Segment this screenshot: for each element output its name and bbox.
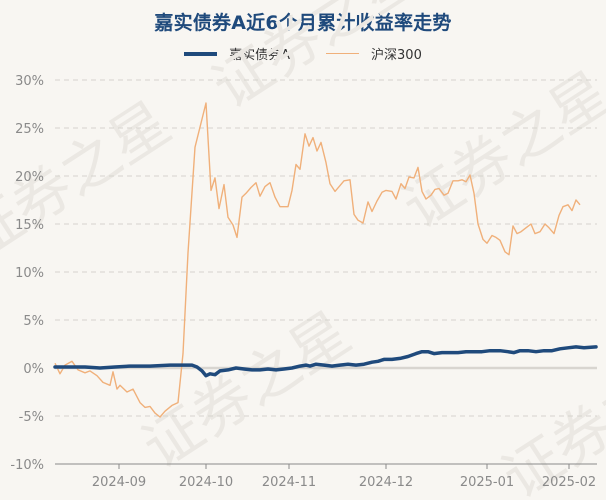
y-tick-label: -5% bbox=[19, 410, 44, 425]
watermark-text: 证券之星 bbox=[131, 298, 363, 481]
legend-swatch-index bbox=[326, 52, 360, 55]
x-tick-label: 2024-09 bbox=[92, 475, 146, 490]
y-tick-label: -10% bbox=[10, 458, 44, 473]
x-tick-label: 2025-02 bbox=[542, 475, 596, 490]
x-tick-label: 2024-11 bbox=[262, 475, 316, 490]
chart-title: 嘉实债券A近6个月累计收益率走势 bbox=[154, 12, 452, 34]
watermark-text: 证券之星 bbox=[391, 58, 606, 241]
y-tick-label: 0% bbox=[23, 362, 44, 377]
legend-label-index: 沪深300 bbox=[371, 48, 422, 63]
y-tick-label: 25% bbox=[15, 122, 44, 137]
series-line-fund bbox=[53, 345, 598, 378]
watermark-text: 证券之星 bbox=[201, 0, 433, 122]
legend-item-fund[interactable]: 嘉实债券A bbox=[184, 44, 290, 63]
x-axis: 2024-09 2024-10 2024-11 2024-12 2025-01 2025-… bbox=[92, 464, 596, 490]
x-tick-label: 2025-01 bbox=[460, 475, 514, 490]
legend: 嘉实债券A 沪深300 bbox=[0, 44, 606, 63]
y-axis: 30% 25% 20% 15% 10% 5% 0% -5% -10% bbox=[10, 74, 44, 473]
legend-label-fund: 嘉实债券A bbox=[229, 48, 291, 63]
legend-swatch-fund bbox=[184, 51, 218, 56]
y-tick-label: 5% bbox=[23, 314, 44, 329]
y-tick-label: 15% bbox=[15, 218, 44, 233]
y-tick-label: 10% bbox=[15, 266, 44, 281]
legend-item-index[interactable]: 沪深300 bbox=[326, 44, 422, 63]
x-tick-label: 2024-12 bbox=[359, 475, 413, 490]
x-tick-label: 2024-10 bbox=[179, 475, 233, 490]
series-line-index bbox=[54, 102, 581, 418]
grid-lines bbox=[55, 79, 597, 465]
y-tick-label: 20% bbox=[15, 170, 44, 185]
y-tick-label: 30% bbox=[15, 74, 44, 89]
